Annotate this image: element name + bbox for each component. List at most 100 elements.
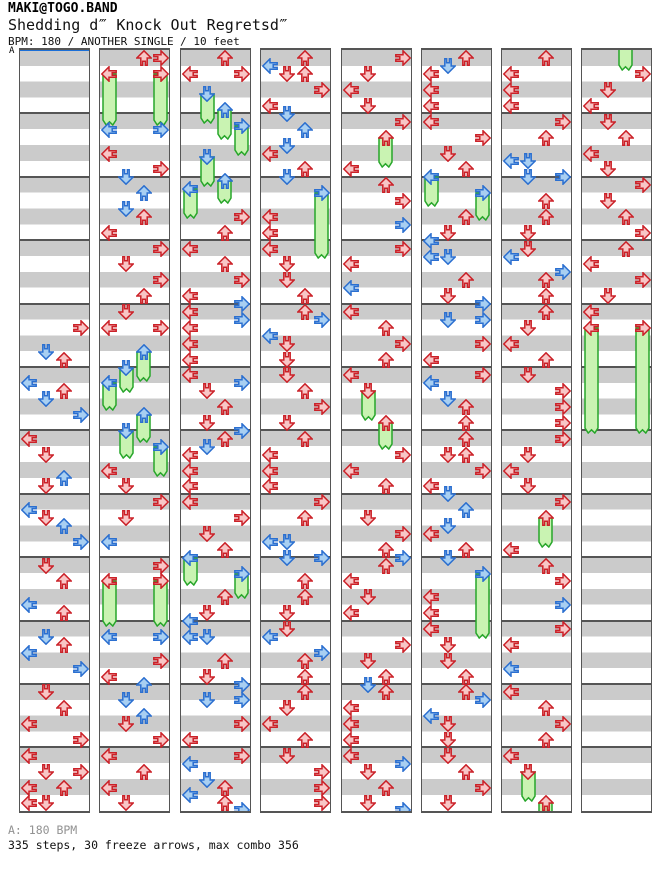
step-arrow-up bbox=[55, 518, 72, 534]
measure-line bbox=[261, 492, 330, 495]
step-arrow-right bbox=[554, 383, 571, 400]
step-arrow-down bbox=[360, 763, 377, 780]
step-arrow-left bbox=[182, 304, 198, 321]
step-arrow-up bbox=[377, 351, 394, 368]
step-arrow-down bbox=[279, 256, 296, 273]
step-arrow-right bbox=[474, 335, 491, 352]
step-arrow-left bbox=[182, 755, 198, 772]
step-arrow-left bbox=[503, 153, 519, 170]
step-arrow-down bbox=[38, 795, 55, 811]
step-arrow-right bbox=[634, 66, 651, 83]
step-arrow-down bbox=[600, 193, 617, 210]
step-arrow-right bbox=[394, 549, 411, 566]
step-arrow-right bbox=[634, 272, 651, 289]
freeze-arrow-body bbox=[521, 770, 536, 806]
step-arrow-down bbox=[440, 732, 457, 748]
step-arrow-right bbox=[554, 399, 571, 416]
step-arrow-up bbox=[296, 121, 313, 138]
step-arrow-up bbox=[216, 224, 233, 241]
step-arrow-right bbox=[554, 597, 571, 614]
step-arrow-down bbox=[279, 747, 296, 764]
measure-line bbox=[261, 239, 330, 242]
step-arrow-down bbox=[38, 557, 55, 574]
step-arrow-left bbox=[182, 628, 198, 645]
step-arrow-down bbox=[118, 510, 135, 527]
step-arrow-left bbox=[182, 462, 198, 479]
step-arrow-right bbox=[474, 692, 491, 709]
step-arrow-right bbox=[233, 510, 250, 527]
step-arrow-right bbox=[72, 533, 89, 550]
step-arrow-right bbox=[233, 208, 250, 225]
step-arrow-right bbox=[233, 311, 250, 328]
step-arrow-down bbox=[520, 446, 537, 463]
step-arrow-down bbox=[118, 422, 135, 439]
measure-line bbox=[422, 556, 491, 559]
step-arrow-down bbox=[118, 256, 135, 273]
measure-line bbox=[502, 302, 571, 305]
step-arrow-up bbox=[296, 668, 313, 685]
step-arrow-up bbox=[296, 652, 313, 669]
measure-line bbox=[20, 239, 89, 242]
step-arrow-right bbox=[152, 161, 169, 178]
measure-line bbox=[502, 112, 571, 115]
freeze-arrow-body bbox=[153, 446, 168, 481]
step-arrow-left bbox=[101, 668, 117, 685]
measure-line bbox=[582, 556, 651, 559]
step-arrow-right bbox=[233, 692, 250, 709]
step-arrow-left bbox=[262, 145, 278, 162]
step-arrow-up bbox=[296, 304, 313, 320]
step-arrow-down bbox=[38, 510, 55, 527]
step-arrow-left bbox=[182, 240, 198, 257]
measure-line bbox=[342, 619, 411, 622]
step-arrow-right bbox=[152, 121, 169, 138]
step-arrow-up bbox=[537, 700, 554, 717]
step-arrow-left bbox=[503, 541, 519, 558]
step-arrow-up bbox=[135, 50, 152, 67]
step-arrow-up bbox=[377, 684, 394, 701]
step-arrow-right bbox=[394, 50, 411, 67]
step-arrow-down bbox=[520, 224, 537, 241]
step-arrow-left bbox=[423, 351, 439, 368]
step-arrow-left bbox=[503, 335, 519, 352]
step-arrow-left bbox=[343, 462, 359, 479]
measure-line bbox=[342, 746, 411, 749]
step-arrow-down bbox=[279, 621, 296, 638]
measure-line bbox=[422, 619, 491, 622]
measure-line bbox=[181, 492, 250, 495]
step-arrow-down bbox=[279, 169, 296, 186]
step-arrow-left bbox=[343, 700, 359, 717]
measure-line bbox=[181, 429, 250, 432]
step-arrow-down bbox=[440, 145, 457, 162]
step-arrow-up bbox=[537, 193, 554, 210]
measure-line bbox=[422, 175, 491, 178]
measure-line bbox=[342, 492, 411, 495]
step-arrow-down bbox=[440, 652, 457, 669]
step-arrow-left bbox=[503, 82, 519, 99]
step-arrow-right bbox=[634, 319, 651, 336]
measure-line bbox=[502, 492, 571, 495]
measure-line bbox=[502, 239, 571, 242]
step-arrow-left bbox=[262, 208, 278, 225]
measure-line bbox=[100, 746, 169, 749]
step-arrow-down bbox=[440, 446, 457, 463]
step-arrow-up bbox=[457, 502, 474, 519]
step-arrow-left bbox=[262, 462, 278, 479]
step-arrow-left bbox=[101, 319, 117, 336]
step-arrow-down bbox=[440, 486, 457, 503]
step-arrow-right bbox=[313, 795, 330, 811]
section-a-marker bbox=[20, 50, 89, 51]
measure-line bbox=[100, 366, 169, 368]
step-arrow-down bbox=[279, 137, 296, 154]
step-arrow-down bbox=[38, 343, 55, 360]
step-arrow-down bbox=[440, 248, 457, 265]
chart-column-8 bbox=[581, 48, 652, 813]
step-arrow-left bbox=[503, 66, 519, 83]
step-arrow-right bbox=[474, 367, 491, 384]
step-arrow-up bbox=[135, 208, 152, 225]
step-arrow-up bbox=[216, 430, 233, 447]
measure-line bbox=[100, 175, 169, 178]
step-arrow-left bbox=[101, 224, 117, 241]
measure-line bbox=[20, 492, 89, 495]
step-arrow-left bbox=[503, 636, 519, 653]
step-arrow-right bbox=[394, 240, 411, 257]
